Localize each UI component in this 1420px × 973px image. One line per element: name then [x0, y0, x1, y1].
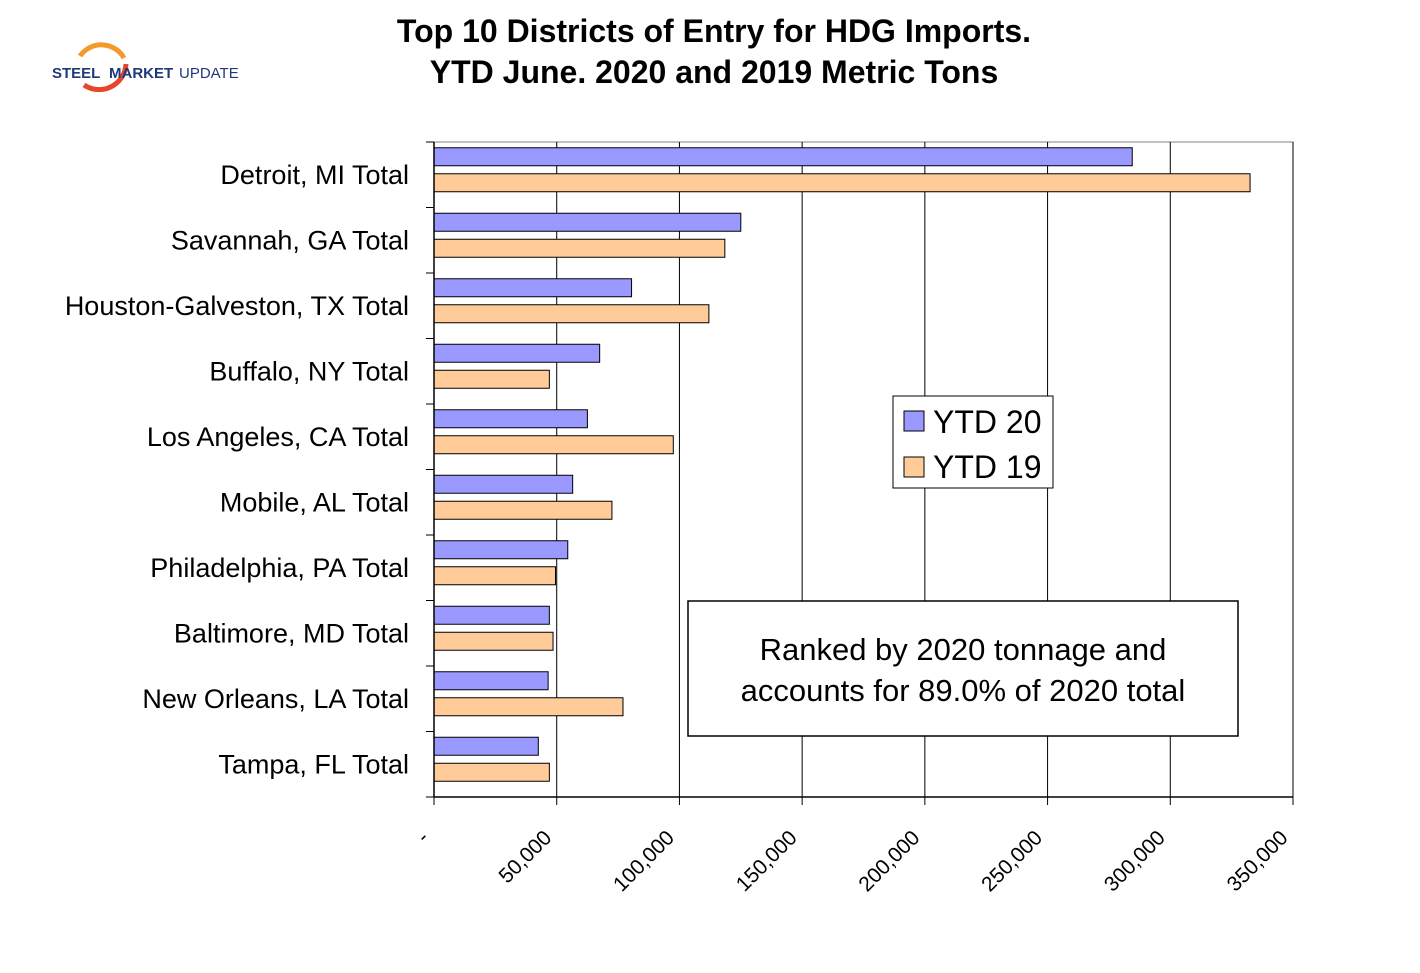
bar-ytd19	[433, 697, 624, 717]
bar-ytd19	[433, 304, 710, 324]
legend-label-ytd20: YTD 20	[933, 404, 1041, 440]
x-tick-label: 150,000	[732, 826, 802, 896]
bar-ytd19	[433, 500, 613, 520]
category-labels: Detroit, MI Total Savannah, GA Total Houst…	[65, 160, 409, 780]
category-label: Tampa, FL Total	[218, 749, 409, 779]
x-tick-label: 200,000	[854, 826, 924, 896]
category-label: New Orleans, LA Total	[142, 684, 409, 714]
bar-ytd20	[433, 212, 742, 232]
bar-ytd20	[433, 605, 550, 625]
annotation-line-2: accounts for 89.0% of 2020 total	[741, 673, 1186, 708]
bar-ytd19	[433, 435, 674, 455]
legend-swatch-ytd20	[903, 410, 925, 432]
legend-label-ytd19: YTD 19	[933, 449, 1041, 485]
x-tick-label: 250,000	[977, 826, 1047, 896]
bar-ytd19	[433, 631, 554, 651]
x-tick-label: 350,000	[1223, 826, 1293, 896]
x-tick-label: 100,000	[609, 826, 679, 896]
category-label: Mobile, AL Total	[220, 487, 409, 517]
category-label: Baltimore, MD Total	[174, 618, 409, 648]
bar-ytd20	[433, 343, 601, 363]
category-label: Philadelphia, PA Total	[150, 553, 409, 583]
category-label: Detroit, MI Total	[220, 160, 409, 190]
x-axis-ticks: - 50,000 100,000 150,000 200,000 250,000 300,0…	[412, 797, 1294, 896]
chart-subtitle: YTD June. 2020 and 2019 Metric Tons	[430, 54, 999, 90]
bar-ytd19	[433, 566, 556, 586]
bar-ytd20	[433, 736, 539, 756]
category-label: Los Angeles, CA Total	[147, 422, 409, 452]
bar-ytd20	[433, 671, 549, 691]
x-tick-label: 300,000	[1100, 826, 1170, 896]
bar-ytd20	[433, 278, 633, 298]
bar-ytd20	[433, 540, 569, 560]
bar-ytd20	[433, 409, 588, 429]
bar-ytd19	[433, 762, 550, 782]
bar-ytd19	[433, 238, 726, 258]
logo-arc-orange	[77, 42, 127, 60]
legend: YTD 20 YTD 19	[892, 395, 1054, 489]
steel-market-update-logo: STEEL MARKET UPDATE	[52, 42, 239, 93]
logo-word-steel: STEEL	[52, 65, 100, 82]
bars	[433, 147, 1251, 782]
logo-word-market: MARKET	[109, 65, 173, 82]
category-label: Savannah, GA Total	[171, 225, 409, 255]
logo-arc-red	[82, 63, 129, 93]
annotation-frame	[687, 600, 1239, 737]
x-tick-label: -	[412, 826, 433, 847]
bar-ytd20	[433, 147, 1133, 167]
annotation-box: Ranked by 2020 tonnage and accounts for …	[687, 600, 1239, 737]
bar-ytd19	[433, 173, 1251, 193]
category-label: Buffalo, NY Total	[209, 356, 409, 386]
logo-word-update: UPDATE	[179, 65, 239, 82]
bar-ytd20	[433, 474, 574, 494]
category-label: Houston-Galveston, TX Total	[65, 291, 409, 321]
y-axis-ticks	[426, 141, 434, 798]
x-tick-label: 50,000	[495, 826, 557, 888]
legend-swatch-ytd19	[903, 456, 925, 478]
chart-title: Top 10 Districts of Entry for HDG Import…	[397, 13, 1031, 49]
bar-ytd19	[433, 369, 550, 389]
annotation-line-1: Ranked by 2020 tonnage and	[760, 632, 1167, 667]
